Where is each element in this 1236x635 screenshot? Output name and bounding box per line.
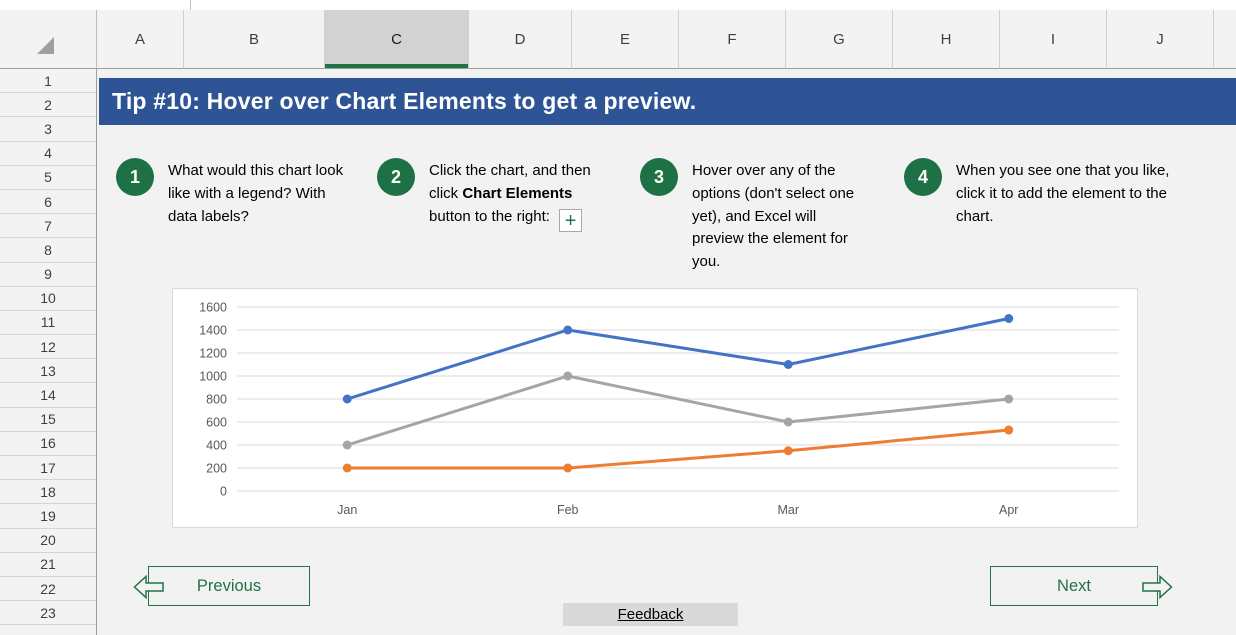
step-1: 1 What would this chart look like with a… [116,158,350,228]
step-1-text: What would this chart look like with a l… [168,160,350,228]
tip-banner: Tip #10: Hover over Chart Elements to ge… [99,78,1236,125]
svg-text:Apr: Apr [999,503,1018,517]
row-header-21[interactable]: 21 [0,553,96,577]
step-2-text: Click the chart, and then click Chart El… [429,160,593,233]
row-header-8[interactable]: 8 [0,238,96,263]
svg-text:800: 800 [206,393,227,407]
row-header-4[interactable]: 4 [0,142,96,166]
chart-elements-plus-icon: + [559,209,583,233]
row-header-15[interactable]: 15 [0,408,96,432]
row-header-2[interactable]: 2 [0,93,96,118]
column-header-H[interactable]: H [893,10,1000,69]
line-chart[interactable]: 0 200 400 600 800 1000 1200 1400 1600 Jan Feb Mar Ap… [172,288,1138,528]
next-arrow-icon [1142,574,1173,600]
svg-text:0: 0 [220,485,227,499]
row-header-10[interactable]: 10 [0,287,96,311]
step-2: 2 Click the chart, and then click Chart … [377,158,593,233]
feedback-link-label: Feedback [617,606,684,623]
svg-text:200: 200 [206,462,227,476]
sheet-content: Tip #10: Hover over Chart Elements to ge… [97,69,1236,635]
row-header-23[interactable]: 23 [0,601,96,626]
row-header-12[interactable]: 12 [0,335,96,360]
svg-text:Mar: Mar [777,503,799,517]
line-chart-svg: 0 200 400 600 800 1000 1200 1400 1600 Jan Feb Mar Ap… [199,301,1119,517]
next-button-label: Next [1057,576,1091,595]
select-all-corner[interactable] [0,10,97,69]
column-header-J[interactable]: J [1107,10,1214,69]
row-header-14[interactable]: 14 [0,383,96,408]
step-text-segment: Click the chart, and then click [429,162,591,202]
svg-text:Jan: Jan [337,503,357,517]
feedback-link[interactable]: Feedback [563,603,738,626]
formula-bar-divider [190,0,191,10]
row-header-18[interactable]: 18 [0,480,96,505]
column-header-C[interactable]: C [325,10,469,69]
svg-text:400: 400 [206,439,227,453]
previous-button-label: Previous [196,576,262,595]
svg-text:1000: 1000 [199,370,227,384]
row-header-1[interactable]: 1 [0,69,96,94]
svg-text:1200: 1200 [199,347,227,361]
row-header-6[interactable]: 6 [0,190,96,215]
step-4-number-badge: 4 [904,158,942,196]
svg-text:600: 600 [206,416,227,430]
row-header-13[interactable]: 13 [0,359,96,384]
svg-text:1600: 1600 [199,301,227,315]
column-header-F[interactable]: F [679,10,786,69]
row-header-16[interactable]: 16 [0,432,96,456]
row-header-17[interactable]: 17 [0,456,96,481]
select-all-icon [37,37,54,54]
row-header-19[interactable]: 19 [0,504,96,529]
previous-button[interactable]: Previous [133,566,310,606]
step-text-segment: Hover over any of the options (don't sel… [692,162,855,271]
step-text-segment: What would this chart look like with a l… [168,162,344,225]
step-3-number-badge: 3 [640,158,678,196]
tip-banner-title: Tip #10: Hover over Chart Elements to ge… [112,88,697,114]
step-1-number-badge: 1 [116,158,154,196]
row-header-9[interactable]: 9 [0,263,96,287]
step-2-number-badge: 2 [377,158,415,196]
column-header-I[interactable]: I [1000,10,1107,69]
step-4: 4 When you see one that you like, click … [904,158,1170,228]
column-header-B[interactable]: B [184,10,325,69]
svg-text:1400: 1400 [199,324,227,338]
column-header-D[interactable]: D [469,10,572,69]
next-button[interactable]: Next [990,566,1173,606]
previous-arrow-icon [133,574,164,600]
svg-text:Feb: Feb [557,503,579,517]
step-text-segment: button to the right: [429,207,555,225]
row-header-5[interactable]: 5 [0,166,96,190]
row-header-22[interactable]: 22 [0,577,96,602]
row-header-11[interactable]: 11 [0,311,96,336]
step-3: 3 Hover over any of the options (don't s… [640,158,870,274]
column-header-A[interactable]: A [97,10,184,69]
column-header-partial [1214,10,1236,69]
column-header-G[interactable]: G [786,10,893,69]
row-header-7[interactable]: 7 [0,214,96,239]
column-header-E[interactable]: E [572,10,679,69]
step-4-text: When you see one that you like, click it… [956,160,1170,228]
step-3-text: Hover over any of the options (don't sel… [692,160,870,274]
step-text-segment: When you see one that you like, click it… [956,162,1170,225]
row-header-20[interactable]: 20 [0,529,96,553]
top-strip [0,0,1236,10]
row-header-3[interactable]: 3 [0,117,96,142]
row-headers: 1 2 3 4 5 6 7 8 9 10 11 12 13 14 15 16 17 18 19 20 21 22 23 [0,69,97,635]
step-text-segment: Chart Elements [462,184,573,202]
